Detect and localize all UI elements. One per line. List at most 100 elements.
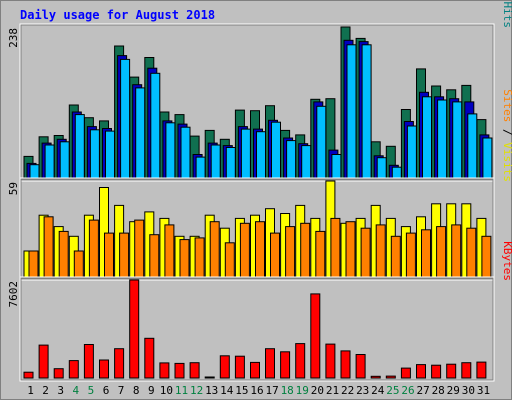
bar-sites-day-6 — [104, 232, 114, 278]
x-tick-day-19: 19 — [296, 384, 309, 397]
bar-kbytes-day-17 — [265, 348, 275, 379]
bar-sites-day-22 — [345, 221, 356, 278]
x-tick-day-11: 11 — [175, 384, 188, 397]
x-tick-day-29: 29 — [447, 384, 460, 397]
legend-part: Hits — [501, 2, 512, 29]
bar-sites-day-9 — [149, 234, 160, 278]
panel-max-label: 238 — [7, 28, 20, 48]
bar-sites-day-4 — [73, 250, 84, 278]
bar-sites-day-12 — [194, 237, 205, 278]
bar-kbytes-day-14 — [219, 355, 230, 379]
bar-sites-day-10 — [164, 224, 175, 278]
bar-pages-day-30 — [467, 113, 478, 179]
bar-kbytes-day-20 — [310, 293, 321, 379]
bar-sites-day-15 — [239, 222, 250, 278]
bar-sites-day-19 — [300, 222, 311, 278]
x-tick-day-5: 5 — [88, 384, 95, 397]
bar-kbytes-day-27 — [416, 364, 426, 379]
x-tick-day-30: 30 — [462, 384, 475, 397]
panel-frame-light — [19, 23, 495, 182]
legend-part: Sites — [501, 89, 512, 122]
x-tick-day-18: 18 — [281, 384, 294, 397]
bar-kbytes-day-23 — [355, 354, 366, 379]
x-tick-day-9: 9 — [148, 384, 155, 397]
bar-pages-day-21 — [331, 154, 342, 179]
bar-pages-day-11 — [180, 126, 191, 179]
bar-pages-day-25 — [391, 166, 402, 179]
x-tick-day-27: 27 — [416, 384, 429, 397]
x-tick-day-10: 10 — [160, 384, 173, 397]
bar-pages-day-9 — [150, 72, 161, 179]
panel-frame-light — [19, 276, 495, 382]
bar-kbytes-day-24 — [370, 375, 381, 379]
bar-sites-day-16 — [255, 221, 265, 278]
panel-legend-label: Sites / Visits — [501, 89, 512, 182]
x-tick-day-16: 16 — [250, 384, 263, 397]
x-tick-day-15: 15 — [235, 384, 248, 397]
bar-sites-day-1 — [28, 250, 39, 278]
x-tick-day-20: 20 — [311, 384, 324, 397]
bar-sites-day-18 — [285, 226, 296, 278]
legend-part: Visits — [501, 142, 512, 182]
bar-kbytes-day-29 — [446, 363, 457, 379]
bar-kbytes-day-10 — [159, 362, 170, 379]
panel-frame-dark — [20, 277, 494, 381]
bar-kbytes-day-16 — [250, 361, 260, 379]
bar-kbytes-day-1 — [23, 371, 34, 379]
bar-pages-day-2 — [44, 144, 55, 179]
bar-sites-day-7 — [119, 232, 130, 278]
bar-pages-day-27 — [422, 96, 432, 179]
x-tick-day-13: 13 — [205, 384, 218, 397]
x-tick-day-21: 21 — [326, 384, 339, 397]
series-pages — [29, 44, 493, 179]
legend-part: / — [501, 0, 512, 2]
bar-sites-day-24 — [375, 224, 386, 278]
bar-pages-day-10 — [165, 122, 176, 179]
bar-pages-day-6 — [105, 130, 115, 179]
bar-pages-day-3 — [59, 141, 70, 179]
bar-sites-day-23 — [360, 227, 371, 278]
x-tick-day-28: 28 — [432, 384, 445, 397]
bar-sites-day-27 — [421, 229, 431, 278]
bar-pages-day-28 — [437, 99, 448, 179]
x-tick-day-12: 12 — [190, 384, 203, 397]
panel-frame-dark — [20, 178, 494, 280]
bar-pages-day-8 — [135, 87, 146, 179]
bar-pages-day-29 — [452, 101, 463, 179]
bar-pages-day-24 — [376, 157, 387, 179]
x-tick-day-26: 26 — [401, 384, 414, 397]
x-axis-day-labels: 1 2 3 4 5 6 7 8 9 10 11 12 13 14 15 16 17 18 19 20 21 22 23 24 2… — [27, 384, 490, 397]
bar-kbytes-day-19 — [295, 343, 306, 379]
bar-pages-day-14 — [225, 147, 236, 179]
x-tick-day-2: 2 — [42, 384, 49, 397]
x-tick-day-8: 8 — [133, 384, 140, 397]
bar-pages-day-20 — [316, 105, 327, 179]
series-kbytes — [23, 279, 487, 379]
bar-kbytes-day-7 — [114, 348, 125, 379]
bar-sites-day-26 — [405, 232, 416, 278]
bar-pages-day-13 — [210, 144, 221, 179]
bar-sites-day-28 — [436, 226, 447, 278]
panel-visits-sites: 59 Sites / Visits — [7, 89, 512, 281]
bar-kbytes-day-26 — [400, 367, 411, 379]
bar-pages-day-26 — [406, 125, 417, 179]
bar-sites-day-30 — [466, 227, 477, 278]
bar-sites-day-2 — [43, 216, 54, 278]
bar-kbytes-day-30 — [461, 362, 472, 379]
x-tick-day-23: 23 — [356, 384, 369, 397]
x-tick-day-3: 3 — [57, 384, 64, 397]
x-tick-day-17: 17 — [265, 384, 278, 397]
bar-kbytes-day-9 — [144, 337, 155, 379]
bar-kbytes-day-21 — [325, 343, 336, 379]
bar-sites-day-13 — [209, 221, 220, 278]
x-tick-day-25: 25 — [386, 384, 399, 397]
bar-sites-day-14 — [224, 242, 235, 278]
bar-pages-day-19 — [301, 145, 312, 179]
bar-kbytes-day-8 — [129, 279, 140, 379]
chart-panels: 238 Pages / Files / Hits 59 Sites / Visits 7… — [7, 0, 512, 382]
bar-sites-day-21 — [330, 217, 341, 278]
bar-pages-day-12 — [195, 156, 206, 179]
bar-pages-day-1 — [29, 164, 40, 179]
